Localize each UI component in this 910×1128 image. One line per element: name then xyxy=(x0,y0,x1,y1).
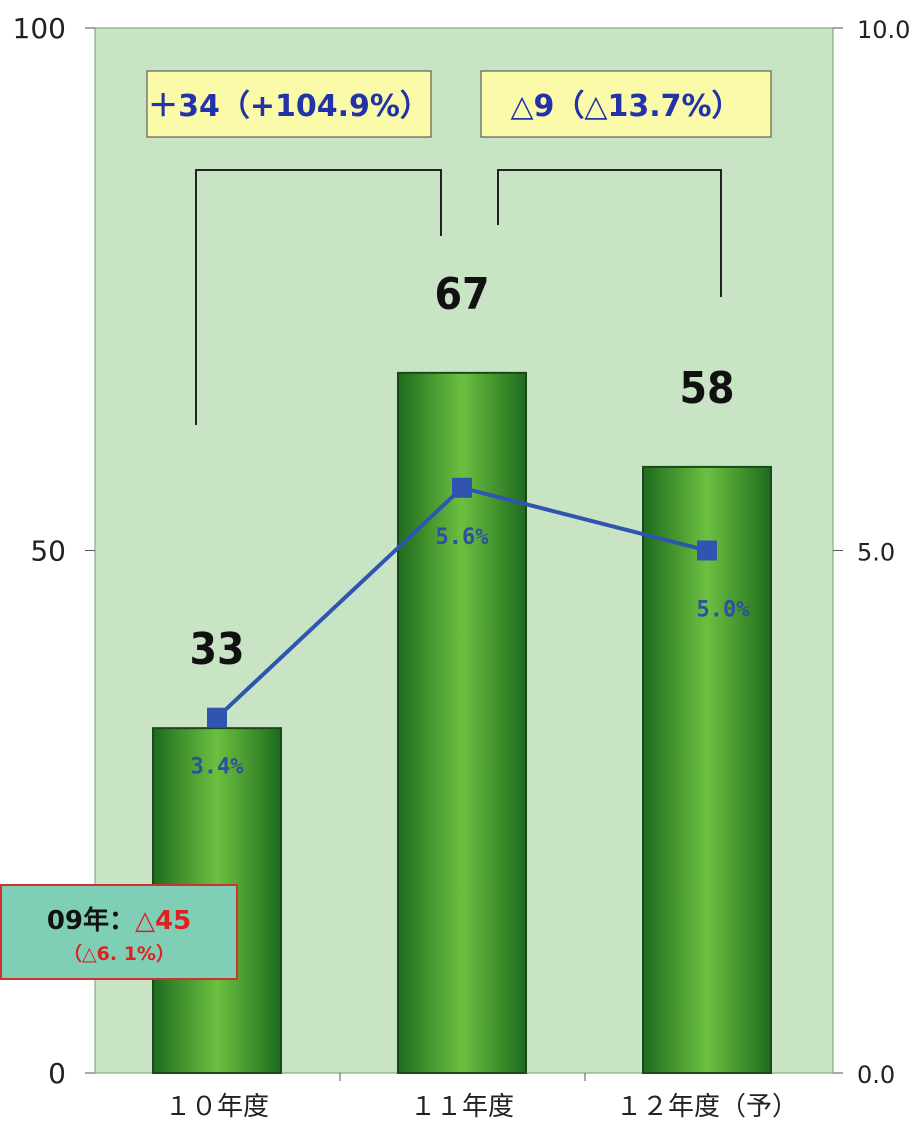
note-prefix: 09年： xyxy=(46,906,135,936)
note-value: △45 xyxy=(135,906,192,936)
callout-box xyxy=(146,70,432,138)
note-box: 09年：△45 （△6. 1%） xyxy=(0,884,238,980)
x-axis-category-label: １２年度（予） xyxy=(616,1092,798,1122)
bar-value-label: 58 xyxy=(679,363,734,414)
right-axis-tick-label: 10.0 xyxy=(857,16,910,44)
left-axis-tick-label: 50 xyxy=(30,535,66,568)
note-line2: （△6. 1%） xyxy=(63,943,175,965)
line-marker xyxy=(452,477,472,498)
line-value-label: 5.0% xyxy=(697,598,751,623)
left-axis-tick-label: 0 xyxy=(48,1057,66,1090)
right-axis-tick-label: 0.0 xyxy=(857,1061,895,1089)
right-axis-tick-label: 5.0 xyxy=(857,539,895,567)
comparison-bracket xyxy=(195,169,442,425)
bar xyxy=(642,465,772,1074)
callout-box xyxy=(480,70,772,138)
left-axis-tick-label: 100 xyxy=(13,12,66,45)
callout-text: △9（△13.7%） xyxy=(510,89,741,124)
line-marker xyxy=(207,707,227,728)
bar-value-label: 33 xyxy=(189,624,244,675)
note-line1: 09年：△45 xyxy=(2,900,236,937)
comparison-bracket xyxy=(497,169,722,297)
bar-value-label: 67 xyxy=(434,269,489,320)
callout-text: ＋34（+104.9%） xyxy=(148,89,430,124)
x-axis-category-label: １０年度 xyxy=(165,1092,269,1122)
x-axis-category-label: １１年度 xyxy=(410,1092,514,1122)
line-marker xyxy=(697,540,717,561)
line-value-label: 3.4% xyxy=(191,755,245,780)
line-value-label: 5.6% xyxy=(436,525,490,550)
